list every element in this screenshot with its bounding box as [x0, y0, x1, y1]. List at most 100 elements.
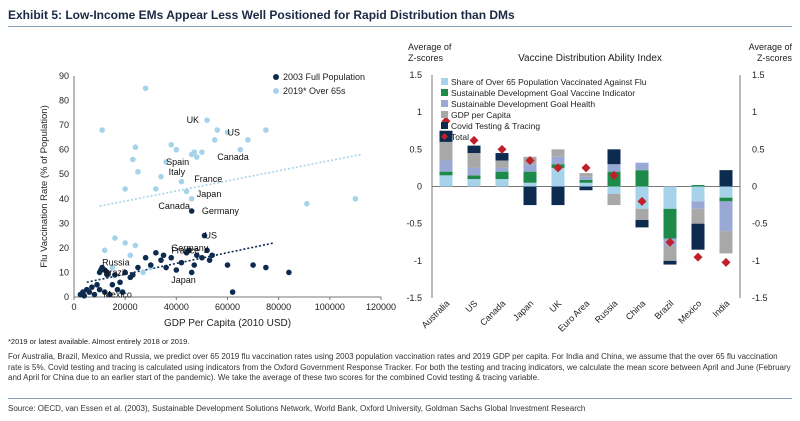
bar-segment [467, 167, 481, 176]
scatter-point [352, 195, 359, 202]
scatter-point [204, 117, 210, 123]
scatter-y-tick-label: 70 [59, 120, 69, 130]
scatter-point [206, 257, 213, 263]
bar-segment [579, 176, 593, 180]
scatter-point-label: Canada [158, 201, 190, 211]
scatter-chart: 0 10 20 30 40 50 60 70 80 90 0 20000 40000 60000 80000… [39, 71, 396, 329]
bar-segment [495, 179, 509, 187]
bar-right-axis-title: Z-scores [757, 53, 793, 63]
scatter-x-tick-label: 120000 [366, 302, 396, 312]
bar-segment [691, 208, 705, 224]
scatter-y-tick-label: 40 [59, 194, 69, 204]
bar-segment [495, 160, 509, 168]
scatter-point [263, 264, 269, 271]
scatter-point-label: Germany [171, 243, 209, 253]
bar-segment [551, 156, 565, 165]
chart-footnote: *2019 or latest available. Almost entire… [8, 337, 190, 346]
scatter-y-tick-label: 60 [59, 145, 69, 155]
bar-segment [495, 171, 509, 180]
scatter-y-axis-label: Flu Vaccination Rate (% of Population) [39, 105, 50, 267]
scatter-point [119, 289, 126, 295]
scatter-x-tick-label: 100000 [315, 302, 345, 312]
scatter-point-label: Canada [217, 152, 249, 162]
bar-category-label: India [711, 298, 732, 319]
bar-segment [691, 201, 705, 209]
scatter-point-label: Japan [171, 275, 196, 285]
bar-left-tick-label: -1 [414, 256, 422, 266]
scatter-point [86, 289, 93, 295]
scatter-point [135, 264, 141, 271]
scatter-point [81, 292, 88, 299]
scatter-point [204, 247, 210, 254]
bar-left-tick-label: 1 [417, 107, 422, 117]
bar-left-tick-label: 0 [417, 182, 422, 192]
scatter-point [224, 262, 231, 268]
scatter-point [130, 272, 136, 278]
bar-segment [439, 141, 453, 161]
total-marker [525, 155, 535, 165]
bar-segment [607, 149, 621, 165]
scatter-point-label: US [204, 231, 217, 241]
bar-right-axis-title: Average of [749, 42, 793, 52]
bar-segment [607, 186, 621, 194]
total-marker [665, 237, 675, 247]
bar-segment [523, 186, 537, 206]
bar-segment [467, 175, 481, 180]
scatter-point [158, 173, 164, 180]
bar-legend-label: Covid Testing & Tracing [451, 121, 540, 131]
bar-legend-swatch [441, 100, 448, 107]
scatter-point [188, 208, 195, 214]
scatter-point [130, 156, 136, 163]
bar-category-label: Mexico [676, 298, 703, 325]
bar-left-tick-label: 0.5 [409, 144, 422, 154]
bar-category-label: Australia [420, 298, 452, 330]
scatter-point [114, 286, 121, 293]
scatter-point [178, 178, 185, 185]
scatter-point [104, 269, 111, 276]
bar-category-label: China [624, 298, 648, 322]
scatter-point-label: Japan [197, 189, 222, 199]
scatter-trendline [99, 153, 361, 207]
bar-legend-label: Sustainable Development Goal Health [451, 99, 595, 109]
scatter-point [188, 195, 195, 202]
bar-left-axis-title: Z-scores [408, 53, 444, 63]
scatter-point [188, 269, 195, 276]
bar-segment [719, 186, 733, 198]
scatter-point [117, 279, 123, 286]
scatter-point [160, 252, 167, 259]
scatter-x-tick-label: 60000 [215, 302, 240, 312]
scatter-point [122, 240, 128, 246]
bar-left-tick-label: -0.5 [406, 219, 422, 229]
scatter-point [183, 188, 190, 195]
bar-segment [635, 170, 649, 187]
bar-segment [523, 164, 537, 172]
bar-legend-swatch [441, 111, 448, 118]
scatter-point [109, 264, 116, 271]
scatter-point [201, 232, 208, 239]
bar-segment [495, 153, 509, 161]
scatter-y-tick-label: 90 [59, 71, 69, 81]
bar-segment [551, 167, 565, 187]
scatter-point [229, 289, 236, 295]
scatter-point [101, 289, 108, 295]
bar-legend-total-marker [441, 133, 448, 140]
scatter-point [194, 252, 200, 259]
scatter-y-tick-label: 80 [59, 96, 69, 106]
title-divider [8, 26, 792, 27]
scatter-point [140, 269, 146, 276]
bar-segment [635, 208, 649, 220]
bar-legend-swatch [441, 122, 448, 129]
scatter-x-tick-label: 80000 [266, 302, 291, 312]
scatter-point [209, 252, 215, 259]
scatter-point-label: Mexico [103, 290, 132, 300]
scatter-point [153, 250, 159, 256]
bar-segment [719, 201, 733, 232]
total-marker [469, 135, 479, 145]
scatter-point [173, 146, 180, 153]
bar-category-label: Canada [478, 298, 507, 327]
scatter-point-label: UK [187, 115, 200, 125]
bar-right-tick-label: -1.5 [752, 293, 768, 303]
scatter-point [122, 269, 128, 276]
scatter-point [194, 154, 200, 160]
bar-segment [663, 245, 677, 261]
